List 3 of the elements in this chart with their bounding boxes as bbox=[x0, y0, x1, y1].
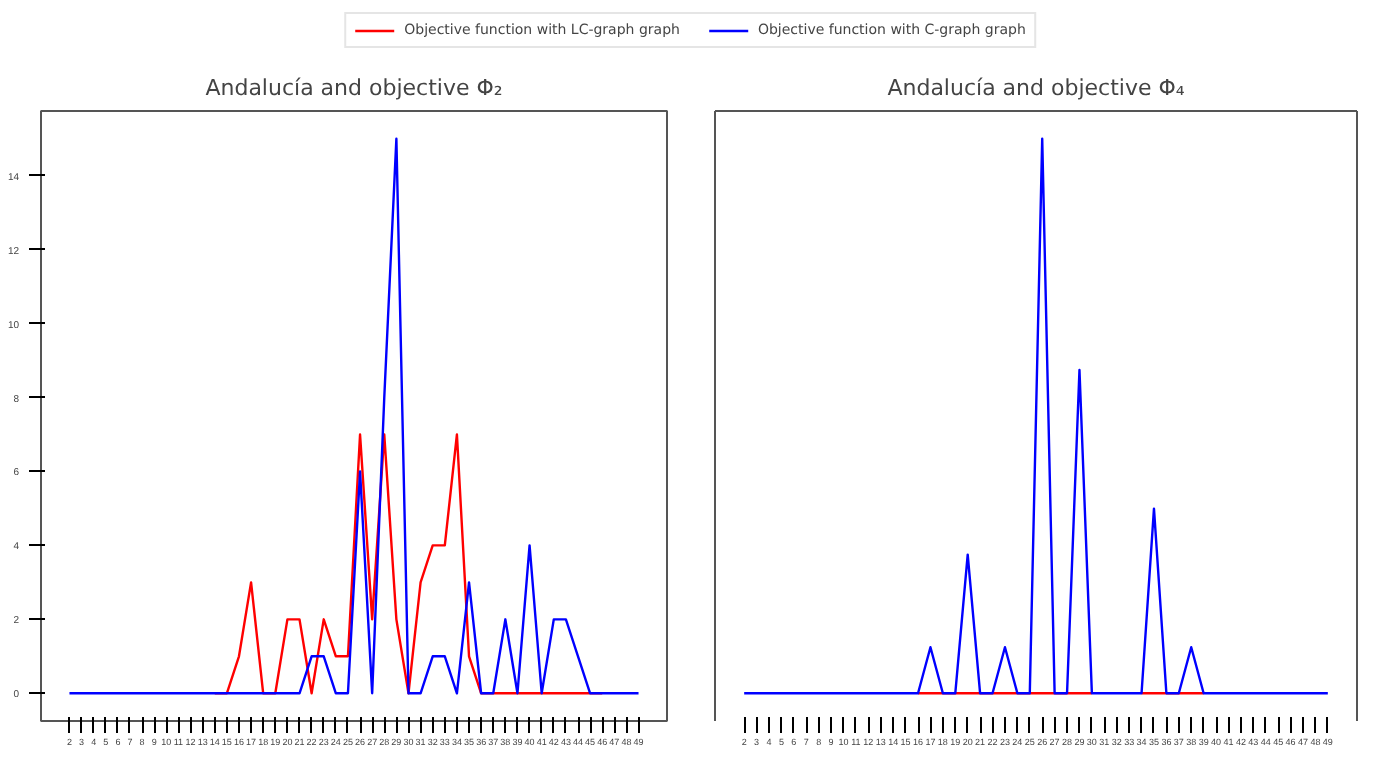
chart-title: Andalucía and objective Φ₂ bbox=[205, 75, 503, 101]
chart-title: Andalucía and objective Φ₄ bbox=[887, 75, 1186, 101]
line-series bbox=[68, 137, 640, 695]
